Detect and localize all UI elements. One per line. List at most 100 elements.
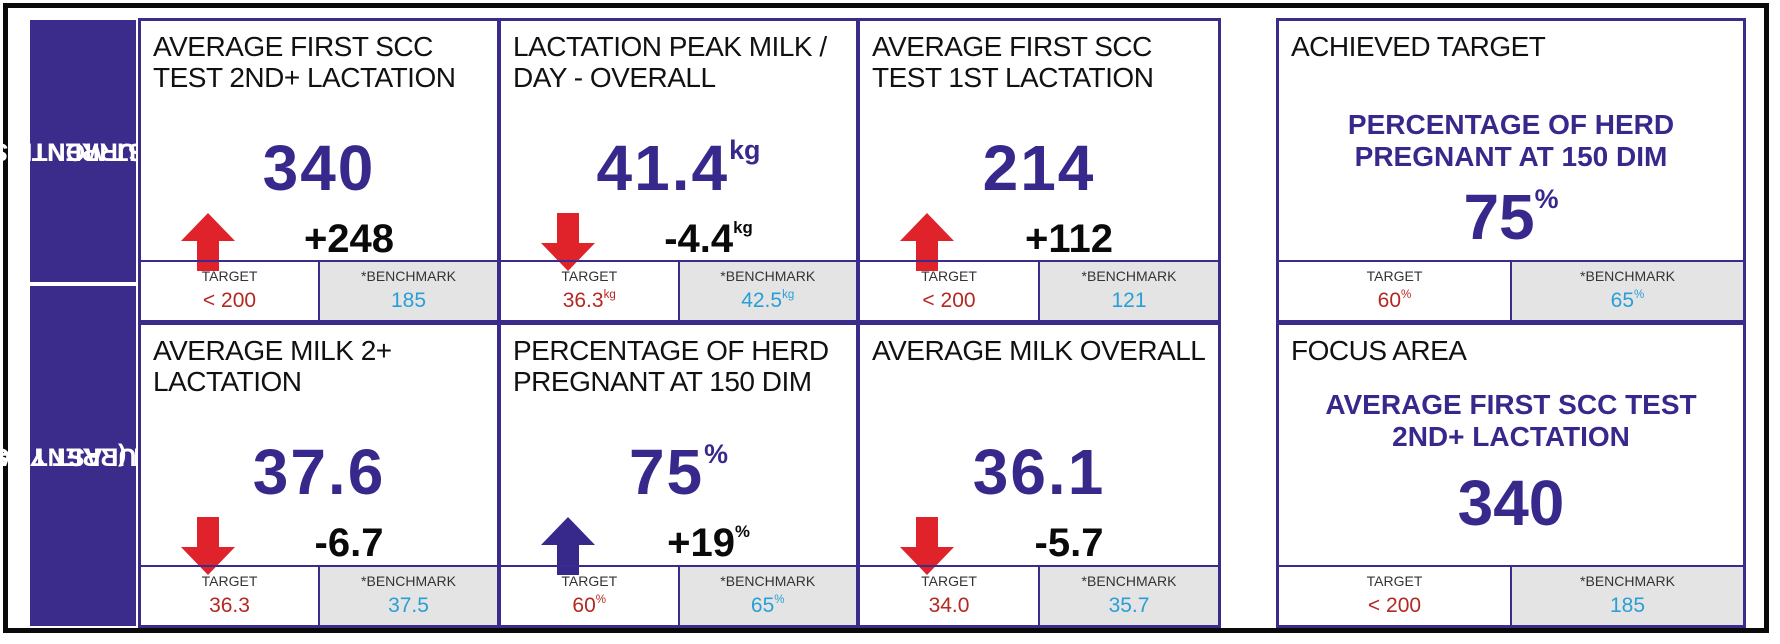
benchmark-number: 42.5 bbox=[741, 289, 783, 312]
trend-down-arrow-icon bbox=[181, 517, 235, 575]
benchmark-cell: *BENCHMARK 121 bbox=[1038, 262, 1218, 320]
benchmark-value: 37.5 bbox=[320, 594, 497, 618]
kpi-change-number: +112 bbox=[1025, 217, 1113, 261]
benchmark-value: 42.5kg bbox=[680, 289, 857, 313]
benchmark-value: 185 bbox=[1609, 594, 1646, 617]
benchmark-value: 121 bbox=[1040, 289, 1218, 313]
target-label: TARGET bbox=[1366, 268, 1423, 284]
kpi-change-number: -6.7 bbox=[314, 521, 384, 565]
card-title: AVERAGE MILK OVERALL bbox=[872, 335, 1206, 366]
row-label-last-month: CURRENT VS. LAST MONTH bbox=[0, 20, 178, 282]
kpi-change: +248 bbox=[201, 219, 497, 259]
trend-up-arrow-icon bbox=[900, 213, 954, 271]
target-label: TARGET bbox=[561, 573, 618, 589]
benchmark-label: *BENCHMARK bbox=[361, 573, 456, 589]
kpi-value-number: 36.1 bbox=[972, 436, 1106, 508]
kpi-card: AVERAGE MILK 2+ LACTATION 37.6 -6.7 TARGET 3… bbox=[138, 322, 500, 628]
target-cell: TARGET 34.0 bbox=[860, 567, 1038, 625]
card-title: ACHIEVED TARGET bbox=[1291, 31, 1546, 62]
kpi-change: -4.4kg bbox=[561, 219, 856, 259]
card-footer: TARGET 34.0 *BENCHMARK 35.7 bbox=[860, 565, 1218, 625]
achieved-metric: PERCENTAGE OF HERD PREGNANT AT 150 DIM bbox=[1347, 109, 1675, 173]
benchmark-number: 185 bbox=[390, 289, 427, 312]
kpi-change: -5.7 bbox=[920, 523, 1218, 563]
card-title: PERCENTAGE OF HERD PREGNANT AT 150 DIM bbox=[513, 335, 829, 398]
achieved-target-card: ACHIEVED TARGET PERCENTAGE OF HERD PREGN… bbox=[1276, 18, 1746, 323]
target-cell: TARGET 60% bbox=[1279, 262, 1510, 320]
kpi-change: +112 bbox=[920, 219, 1218, 259]
kpi-change: +19% bbox=[561, 523, 856, 563]
kpi-change-number: +248 bbox=[303, 217, 395, 261]
target-value: 34.0 bbox=[860, 594, 1038, 618]
card-footer: TARGET 36.3 *BENCHMARK 37.5 bbox=[141, 565, 497, 625]
target-label: TARGET bbox=[201, 268, 258, 284]
card-title: FOCUS AREA bbox=[1291, 335, 1467, 366]
kpi-value: 41.4kg bbox=[501, 136, 856, 200]
benchmark-cell: *BENCHMARK 185 bbox=[318, 262, 497, 320]
target-cell: TARGET < 200 bbox=[1279, 567, 1510, 625]
target-value: 60% bbox=[1279, 289, 1510, 313]
kpi-value-number: 214 bbox=[982, 132, 1096, 204]
trend-down-arrow-icon bbox=[900, 517, 954, 575]
benchmark-label: *BENCHMARK bbox=[1081, 573, 1177, 589]
target-cell: TARGET < 200 bbox=[141, 262, 318, 320]
benchmark-unit: kg bbox=[782, 289, 795, 301]
target-number: 60 bbox=[572, 594, 596, 617]
kpi-card: AVERAGE FIRST SCC TEST 1ST LACTATION 214 +… bbox=[857, 18, 1221, 323]
target-value: < 200 bbox=[860, 289, 1038, 313]
benchmark-label: *BENCHMARK bbox=[720, 268, 816, 284]
benchmark-unit: % bbox=[1634, 289, 1645, 301]
benchmark-number: 121 bbox=[1111, 289, 1147, 312]
kpi-value-number: 41.4 bbox=[596, 132, 730, 204]
benchmark-label: *BENCHMARK bbox=[361, 268, 456, 284]
achieved-value: 75% bbox=[1279, 185, 1743, 249]
target-cell: TARGET < 200 bbox=[860, 262, 1038, 320]
achieved-value-number: 75 bbox=[1463, 181, 1535, 253]
kpi-value-number: 340 bbox=[262, 132, 376, 204]
target-label: TARGET bbox=[921, 268, 977, 284]
benchmark-number: 65 bbox=[750, 594, 775, 617]
kpi-change-number: -5.7 bbox=[1034, 521, 1104, 565]
kpi-card: AVERAGE FIRST SCC TEST 2ND+ LACTATION 340… bbox=[138, 18, 500, 323]
benchmark-label: *BENCHMARK bbox=[1580, 573, 1675, 589]
target-number: 36.3 bbox=[209, 594, 250, 617]
focus-metric: AVERAGE FIRST SCC TEST 2ND+ LACTATION bbox=[1325, 389, 1697, 453]
card-footer: TARGET < 200 *BENCHMARK 121 bbox=[860, 260, 1218, 320]
target-value: 60% bbox=[501, 594, 678, 618]
card-footer: TARGET 36.3kg *BENCHMARK 42.5kg bbox=[501, 260, 856, 320]
benchmark-label: *BENCHMARK bbox=[1081, 268, 1177, 284]
target-cell: TARGET 60% bbox=[501, 567, 678, 625]
target-cell: TARGET 36.3kg bbox=[501, 262, 678, 320]
target-value: 36.3kg bbox=[501, 289, 678, 313]
trend-up-arrow-icon bbox=[181, 213, 235, 271]
row-label-last-year: CURRENT VS.MONTH (LAST YEAR) bbox=[0, 286, 225, 626]
benchmark-cell: *BENCHMARK 35.7 bbox=[1038, 567, 1218, 625]
benchmark-number: 37.5 bbox=[388, 594, 429, 617]
card-title: AVERAGE FIRST SCC TEST 1ST LACTATION bbox=[872, 31, 1154, 94]
kpi-value: 340 bbox=[141, 136, 497, 200]
benchmark-label: *BENCHMARK bbox=[720, 573, 816, 589]
kpi-value-unit: kg bbox=[729, 135, 761, 166]
card-title: AVERAGE FIRST SCC TEST 2ND+ LACTATION bbox=[153, 31, 456, 94]
card-title: LACTATION PEAK MILK / DAY - OVERALL bbox=[513, 31, 827, 94]
target-value: 36.3 bbox=[141, 594, 318, 618]
card-footer: TARGET < 200 *BENCHMARK 185 bbox=[1279, 565, 1743, 625]
kpi-change-number: +19 bbox=[667, 521, 735, 565]
focus-value: 340 bbox=[1457, 467, 1565, 539]
kpi-value: 214 bbox=[860, 136, 1218, 200]
target-number: 36.3 bbox=[562, 289, 604, 312]
card-title: AVERAGE MILK 2+ LACTATION bbox=[153, 335, 392, 398]
kpi-card: PERCENTAGE OF HERD PREGNANT AT 150 DIM 75… bbox=[498, 322, 859, 628]
benchmark-value: 65% bbox=[680, 594, 857, 618]
target-value: < 200 bbox=[141, 289, 318, 313]
target-label: TARGET bbox=[921, 573, 977, 589]
benchmark-unit: % bbox=[774, 594, 785, 606]
kpi-value-number: 75 bbox=[628, 436, 705, 508]
card-footer: TARGET < 200 *BENCHMARK 185 bbox=[141, 260, 497, 320]
benchmark-value: 35.7 bbox=[1040, 594, 1218, 618]
target-label: TARGET bbox=[201, 573, 258, 589]
target-number: < 200 bbox=[202, 289, 257, 312]
benchmark-label: *BENCHMARK bbox=[1580, 268, 1675, 284]
target-number: 34.0 bbox=[928, 594, 970, 617]
benchmark-value: 65% bbox=[1512, 289, 1743, 313]
